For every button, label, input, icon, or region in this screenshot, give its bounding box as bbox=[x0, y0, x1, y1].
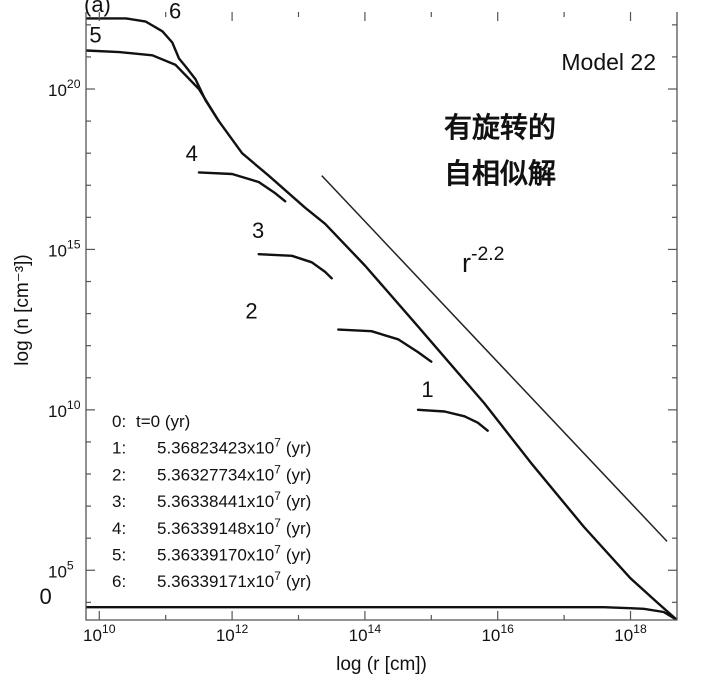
legend-entry: 5.36339171x107 (yr) bbox=[157, 569, 311, 591]
legend-entry: 5.36327734x107 (yr) bbox=[157, 462, 311, 484]
legend-entry: 5.36339148x107 (yr) bbox=[157, 516, 311, 538]
legend-key: 6: bbox=[112, 572, 126, 591]
legend-key: 3: bbox=[112, 492, 126, 511]
y-tick-label: 1020 bbox=[48, 77, 81, 100]
series-label-5: 5 bbox=[89, 22, 101, 47]
x-tick-label: 1016 bbox=[481, 622, 514, 645]
plot-frame bbox=[85, 12, 678, 621]
series-line-6 bbox=[86, 17, 220, 123]
legend-key: 5: bbox=[112, 546, 126, 565]
y-tick-label: 1015 bbox=[48, 237, 81, 260]
series-line-1 bbox=[416, 408, 489, 432]
series-line-2 bbox=[337, 328, 433, 363]
legend-entry: 5.36338441x107 (yr) bbox=[157, 489, 311, 511]
series-line-5 bbox=[86, 49, 677, 620]
series-label-0: 0 bbox=[40, 584, 52, 609]
annotation-line: 自相似解 bbox=[444, 158, 556, 189]
legend-key: 2: bbox=[112, 465, 126, 484]
x-tick-label: 1014 bbox=[349, 622, 382, 645]
series-label-2: 2 bbox=[245, 298, 257, 323]
series-line-4 bbox=[197, 171, 287, 203]
y-tick-label: 1010 bbox=[48, 398, 81, 421]
reference-line bbox=[321, 175, 668, 542]
legend-key: 1: bbox=[112, 439, 126, 458]
legend-entry: 5.36823423x107 (yr) bbox=[157, 436, 311, 458]
model-label: Model 22 bbox=[561, 49, 656, 75]
series-label-6: 6 bbox=[169, 0, 181, 23]
legend: 0: t=0 (yr) 1: 5.36823423x107 (yr) 2: 5.363277… bbox=[112, 412, 311, 591]
annotation-line: 有旋转的 bbox=[444, 111, 556, 143]
x-axis-title: log (r [cm]) bbox=[336, 654, 427, 675]
series-label-4: 4 bbox=[186, 141, 198, 166]
legend-key: 0: bbox=[112, 412, 126, 431]
y-tick-label: 105 bbox=[48, 558, 74, 581]
legend-key: 4: bbox=[112, 519, 126, 538]
legend-entry: t=0 (yr) bbox=[136, 412, 190, 431]
series-line-0 bbox=[86, 606, 677, 620]
x-tick-label: 1018 bbox=[614, 622, 647, 645]
series-line-3 bbox=[257, 253, 333, 280]
series-label-1: 1 bbox=[421, 377, 433, 402]
x-tick-label: 1012 bbox=[216, 622, 249, 645]
series-label-3: 3 bbox=[252, 218, 264, 243]
reference-line-label: r-2.2 bbox=[462, 243, 505, 278]
panel-label: (a) bbox=[84, 0, 111, 17]
legend-entry: 5.36339170x107 (yr) bbox=[157, 543, 311, 565]
y-axis-title: log (n [cm⁻³]) bbox=[12, 254, 33, 365]
x-tick-label: 1010 bbox=[83, 622, 116, 645]
